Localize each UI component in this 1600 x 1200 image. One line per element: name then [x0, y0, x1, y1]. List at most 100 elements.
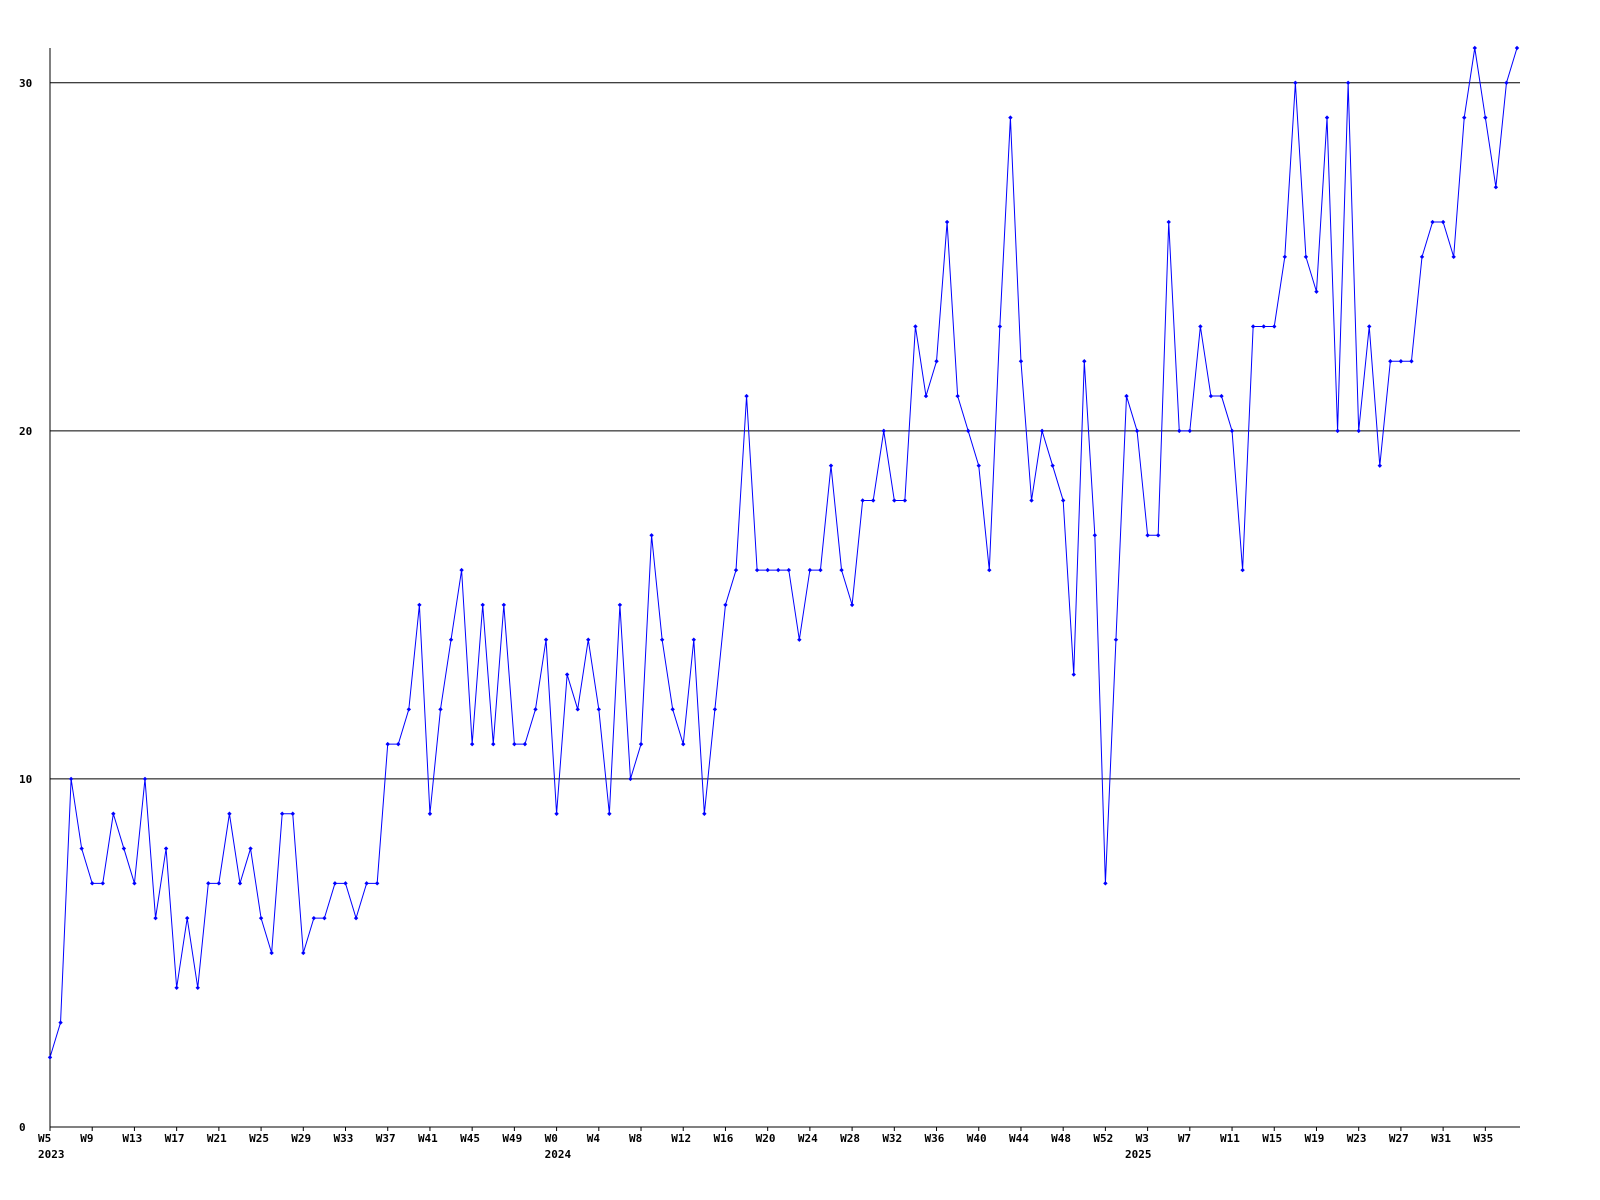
data-point	[258, 915, 264, 921]
data-point	[343, 881, 348, 886]
data-point	[491, 741, 496, 747]
data-point	[1335, 428, 1340, 434]
x-tick-label: W19	[1304, 1132, 1324, 1145]
data-point	[396, 741, 401, 747]
data-point	[1356, 428, 1361, 434]
data-point	[839, 567, 844, 573]
data-point	[290, 811, 295, 816]
x-tick-label: W15	[1262, 1132, 1282, 1145]
y-tick-label: 30	[19, 77, 32, 90]
data-point	[1377, 463, 1382, 468]
x-tick-label: W5	[38, 1132, 51, 1145]
data-point	[111, 811, 116, 816]
x-tick-label: W12	[671, 1132, 691, 1145]
x-tick-label: W23	[1347, 1132, 1367, 1145]
data-point	[1018, 359, 1024, 364]
data-point	[332, 881, 338, 886]
data-point	[322, 915, 327, 921]
data-point	[1103, 881, 1108, 886]
data-point	[121, 846, 127, 851]
data-point	[512, 741, 517, 747]
data-point	[237, 881, 243, 886]
x-tick-label: W37	[376, 1132, 396, 1145]
data-point	[100, 881, 105, 886]
data-point	[1514, 45, 1520, 51]
data-point	[1324, 115, 1330, 120]
x-tick-label: W33	[334, 1132, 354, 1145]
data-point	[163, 846, 169, 851]
data-point	[786, 567, 791, 573]
x-tick-label: W36	[925, 1132, 945, 1145]
data-point	[480, 602, 485, 608]
data-point	[881, 428, 886, 434]
data-point	[828, 463, 834, 468]
data-point	[1166, 219, 1171, 225]
data-point	[1029, 498, 1034, 503]
data-point	[1303, 254, 1309, 260]
data-point	[733, 567, 739, 573]
data-point	[1419, 254, 1425, 260]
data-point	[1250, 324, 1256, 329]
data-point	[364, 881, 369, 886]
data-point	[955, 393, 960, 399]
data-point	[1388, 359, 1393, 364]
x-tick-label: W52	[1093, 1132, 1113, 1145]
data-point	[607, 811, 612, 816]
data-point	[406, 707, 412, 712]
data-point	[269, 950, 274, 956]
x-tick-label: W48	[1051, 1132, 1071, 1145]
x-tick-label: W3	[1136, 1132, 1149, 1145]
data-point	[174, 985, 179, 990]
x-tick-label: W25	[249, 1132, 269, 1145]
data-point	[649, 533, 654, 538]
data-point	[744, 393, 749, 399]
data-point	[586, 637, 591, 642]
y-tick-label: 20	[19, 425, 32, 438]
data-point	[1050, 463, 1055, 468]
data-point	[670, 707, 675, 712]
x-tick-label: W45	[460, 1132, 480, 1145]
data-point	[1177, 428, 1182, 434]
data-point	[965, 428, 971, 434]
data-point	[987, 567, 992, 573]
x-tick-label: W17	[165, 1132, 185, 1145]
data-point	[1293, 80, 1298, 86]
data-point	[1430, 219, 1435, 225]
data-point	[617, 602, 623, 608]
data-point	[1398, 359, 1404, 364]
data-point	[913, 324, 918, 329]
data-point	[185, 915, 190, 921]
data-point	[1451, 254, 1456, 260]
data-point	[142, 776, 148, 782]
data-point	[1124, 393, 1129, 399]
x-tick-label: W49	[502, 1132, 522, 1145]
data-point	[1113, 637, 1119, 642]
data-point	[1155, 533, 1161, 538]
data-point	[923, 393, 929, 399]
x-tick-label: W9	[80, 1132, 93, 1145]
data-point	[1483, 115, 1488, 120]
data-point	[1198, 324, 1203, 329]
x-tick-label: W40	[967, 1132, 987, 1145]
y-tick-label: 10	[19, 773, 32, 786]
data-point	[1367, 324, 1372, 329]
data-point	[1282, 254, 1288, 260]
data-point	[533, 707, 538, 712]
data-point	[1240, 567, 1245, 573]
data-point	[132, 881, 137, 886]
x-tick-label: W35	[1473, 1132, 1493, 1145]
x-tick-label: W13	[122, 1132, 142, 1145]
data-point	[691, 637, 696, 642]
data-point	[438, 707, 443, 712]
data-point	[997, 324, 1003, 329]
data-point	[58, 1020, 63, 1025]
data-point	[448, 637, 454, 642]
data-point	[1229, 428, 1235, 434]
data-point	[1345, 80, 1351, 86]
year-label: 2023	[38, 1148, 65, 1161]
data-point	[934, 359, 939, 364]
x-tick-label: W41	[418, 1132, 438, 1145]
data-point	[902, 498, 908, 503]
data-point	[1261, 324, 1266, 329]
